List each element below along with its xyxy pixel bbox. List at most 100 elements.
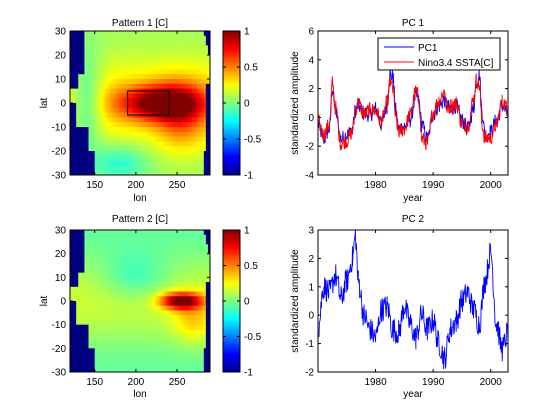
heatmap-cell <box>146 253 149 259</box>
heatmap-cell <box>140 291 143 297</box>
heatmap-cell <box>203 103 207 109</box>
heatmap-cell <box>175 348 178 354</box>
heatmap-cell <box>96 35 100 41</box>
heatmap-cell <box>127 131 131 137</box>
heatmap-cell <box>135 83 139 89</box>
heatmap-cell <box>195 88 199 94</box>
heatmap-cell <box>109 357 112 363</box>
heatmap-cell <box>113 112 116 118</box>
heatmap-cell <box>142 151 145 157</box>
heatmap-cell <box>203 305 207 311</box>
heatmap-cell <box>72 35 75 41</box>
heatmap-cell <box>144 253 147 259</box>
heatmap-cell <box>156 357 159 363</box>
heatmap-cell <box>131 267 135 273</box>
heatmap-cell <box>119 239 122 245</box>
heatmap-cell <box>189 50 192 56</box>
heatmap-cell <box>140 334 143 340</box>
heatmap-cell <box>74 248 77 255</box>
heatmap-cell <box>123 353 126 359</box>
heatmap-cell <box>185 88 188 94</box>
heatmap-cell <box>172 127 176 133</box>
heatmap-cell <box>82 112 85 118</box>
heatmap-cell <box>146 319 149 326</box>
heatmap-cell <box>193 127 196 133</box>
heatmap-cell <box>74 59 77 65</box>
heatmap-cell <box>148 127 151 133</box>
heatmap-cell <box>207 141 211 147</box>
heatmap-cell <box>107 338 110 344</box>
heatmap-cell <box>84 112 87 118</box>
heatmap-cell <box>100 107 104 113</box>
heatmap-cell <box>142 50 145 56</box>
heatmap-cell <box>207 79 211 85</box>
heatmap-cell <box>179 103 182 109</box>
heatmap-cell <box>160 338 164 344</box>
heatmap-cell <box>123 55 126 61</box>
heatmap-cell <box>166 155 170 161</box>
heatmap-cell <box>146 282 149 288</box>
heatmap-cell <box>160 55 164 61</box>
heatmap-cell <box>150 83 153 89</box>
heatmap-cell <box>146 64 149 70</box>
heatmap-cell <box>100 55 104 61</box>
heatmap-cell <box>166 59 170 65</box>
heatmap-cell <box>96 296 100 302</box>
heatmap-cell <box>166 353 170 359</box>
heatmap-cell <box>168 69 172 75</box>
heatmap-cell <box>96 253 100 259</box>
heatmap-cell <box>98 117 102 123</box>
heatmap-cell <box>84 107 87 113</box>
heatmap-cell <box>105 305 108 311</box>
heatmap-cell <box>119 301 122 307</box>
heatmap-cell <box>117 282 120 288</box>
heatmap-cell <box>96 248 100 255</box>
heatmap-cell <box>111 282 114 288</box>
heatmap-cell <box>197 253 201 259</box>
heatmap-cell <box>107 263 110 269</box>
heatmap-cell <box>78 296 81 302</box>
heatmap-cell <box>148 165 151 171</box>
heatmap-cell <box>158 343 161 349</box>
heatmap-cell <box>84 253 87 259</box>
heatmap-cell <box>183 367 186 373</box>
heatmap-cell <box>199 296 203 302</box>
heatmap-cell <box>183 248 186 255</box>
heatmap-cell <box>119 127 122 133</box>
heatmap-cell <box>205 83 209 89</box>
heatmap-cell <box>129 230 133 236</box>
heatmap-cell <box>142 348 145 354</box>
heatmap-cell <box>133 117 137 123</box>
heatmap-cell <box>105 267 108 273</box>
heatmap-cell <box>98 146 102 152</box>
heatmap-cell <box>142 239 145 245</box>
heatmap-cell <box>181 31 184 37</box>
heatmap-cell <box>80 107 83 113</box>
heatmap-cell <box>123 59 126 65</box>
heatmap-cell <box>137 277 141 283</box>
heatmap-cell <box>177 160 180 166</box>
heatmap-cell <box>96 329 100 335</box>
heatmap-cell <box>135 165 139 171</box>
heatmap-cell <box>74 357 77 363</box>
heatmap-cell <box>117 146 120 152</box>
heatmap-cell <box>92 324 96 330</box>
heatmap-cell <box>140 50 143 56</box>
heatmap-cell <box>102 79 106 85</box>
heatmap-cell <box>100 98 104 104</box>
heatmap-cell <box>115 40 118 46</box>
heatmap-cell <box>82 117 85 123</box>
heatmap-cell <box>123 367 126 373</box>
heatmap-cell <box>158 45 161 51</box>
heatmap-cell <box>111 258 114 264</box>
heatmap-cell <box>179 286 182 292</box>
heatmap-cell <box>125 93 129 99</box>
heatmap-cell <box>185 45 188 51</box>
heatmap-cell <box>76 79 79 85</box>
heatmap-cell <box>92 170 96 176</box>
heatmap-cell <box>203 40 207 46</box>
heatmap-cell <box>115 277 118 283</box>
heatmap-cell <box>80 103 83 109</box>
heatmap-cell <box>175 170 178 176</box>
heatmap-cell <box>80 362 83 368</box>
